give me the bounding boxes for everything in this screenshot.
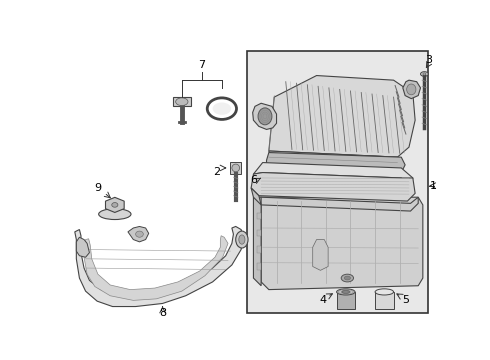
Bar	[375, 292, 393, 309]
Polygon shape	[253, 103, 276, 130]
Polygon shape	[257, 213, 261, 219]
Polygon shape	[261, 197, 423, 289]
Polygon shape	[128, 226, 149, 242]
Polygon shape	[75, 226, 244, 306]
Polygon shape	[269, 151, 401, 165]
Polygon shape	[251, 188, 261, 205]
Polygon shape	[84, 236, 228, 300]
Text: 4: 4	[319, 294, 326, 305]
Bar	[230, 162, 241, 174]
Ellipse shape	[420, 72, 428, 76]
Ellipse shape	[213, 103, 231, 115]
Ellipse shape	[375, 289, 393, 295]
Text: 3: 3	[425, 55, 433, 65]
Polygon shape	[251, 172, 415, 201]
Ellipse shape	[344, 276, 350, 280]
Polygon shape	[257, 247, 261, 253]
Polygon shape	[76, 237, 89, 257]
Ellipse shape	[112, 203, 118, 207]
Polygon shape	[267, 153, 405, 172]
Polygon shape	[253, 163, 413, 186]
Text: 5: 5	[402, 294, 410, 305]
Ellipse shape	[337, 289, 355, 295]
Ellipse shape	[407, 84, 416, 95]
Ellipse shape	[258, 108, 272, 125]
Text: 8: 8	[159, 308, 166, 318]
Text: 2: 2	[213, 167, 220, 177]
Polygon shape	[257, 230, 261, 236]
Ellipse shape	[136, 231, 144, 237]
Ellipse shape	[423, 73, 426, 75]
Text: 7: 7	[198, 60, 205, 70]
Ellipse shape	[232, 164, 240, 172]
Ellipse shape	[342, 291, 350, 293]
Polygon shape	[269, 76, 415, 157]
Polygon shape	[253, 197, 261, 286]
Text: 1: 1	[430, 181, 437, 191]
Polygon shape	[105, 197, 124, 212]
Ellipse shape	[239, 235, 245, 244]
Polygon shape	[253, 197, 418, 211]
Ellipse shape	[176, 98, 188, 105]
Bar	[337, 292, 355, 309]
Polygon shape	[172, 97, 191, 106]
Bar	[247, 51, 428, 313]
Ellipse shape	[98, 209, 131, 220]
Polygon shape	[257, 264, 261, 270]
Ellipse shape	[341, 274, 354, 282]
Ellipse shape	[236, 231, 248, 248]
Text: 9: 9	[95, 183, 101, 193]
Polygon shape	[403, 80, 420, 99]
Text: 6: 6	[251, 175, 258, 185]
Polygon shape	[313, 239, 328, 270]
